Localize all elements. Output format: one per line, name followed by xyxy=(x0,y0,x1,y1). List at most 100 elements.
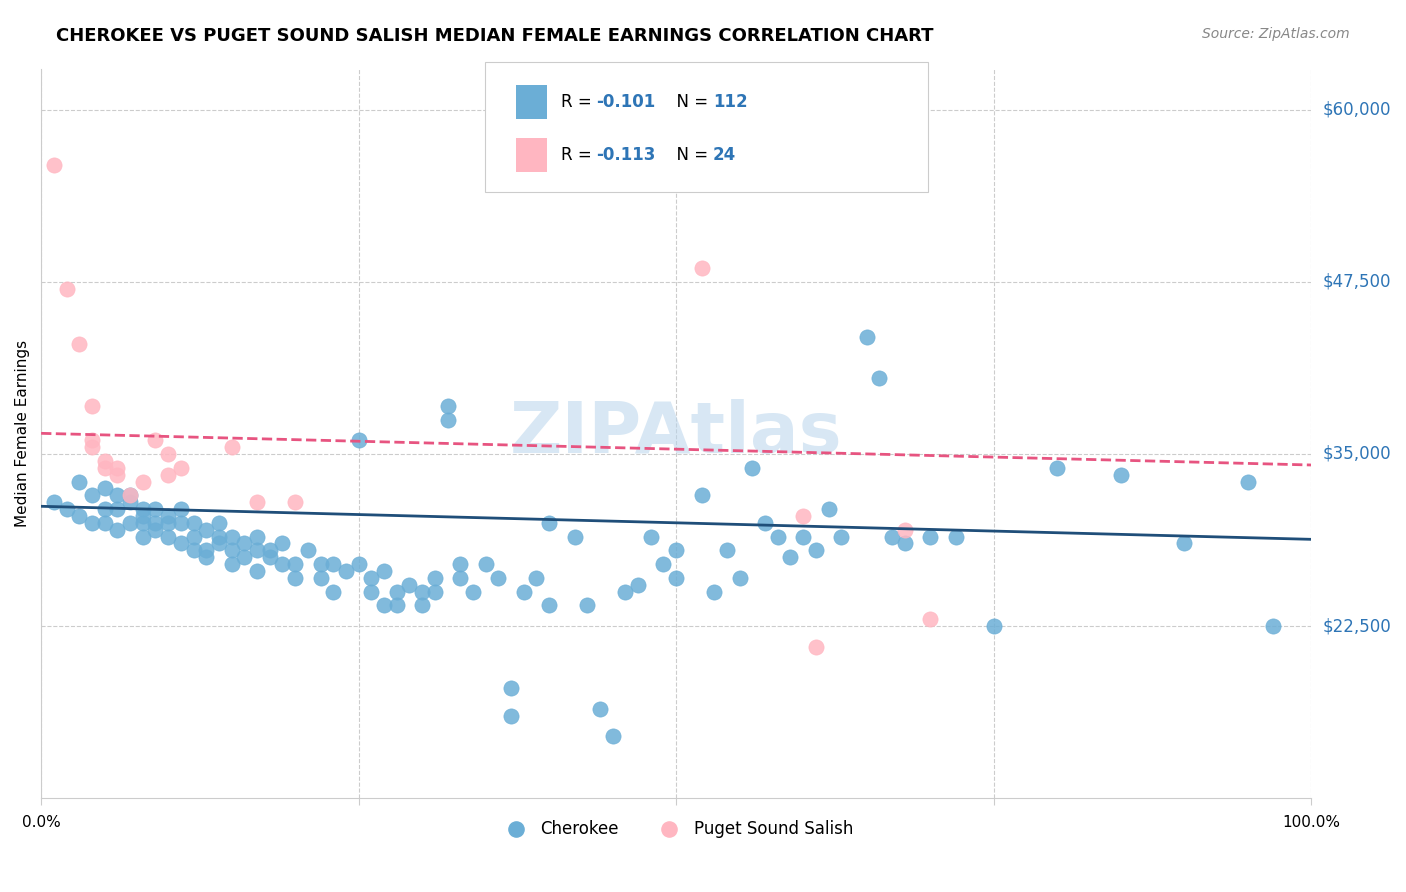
Point xyxy=(157,516,180,530)
Point xyxy=(80,399,103,413)
Point xyxy=(284,495,307,509)
Point xyxy=(690,261,713,276)
Point xyxy=(347,557,370,571)
Point xyxy=(576,599,599,613)
Point xyxy=(589,701,612,715)
Point xyxy=(246,543,269,558)
Point xyxy=(398,578,420,592)
Point xyxy=(132,530,155,544)
Point xyxy=(145,434,167,448)
Point xyxy=(766,530,789,544)
Text: 24: 24 xyxy=(713,146,737,164)
Point xyxy=(105,502,128,516)
Point xyxy=(284,571,307,585)
Text: $60,000: $60,000 xyxy=(1322,101,1391,119)
Point xyxy=(792,508,814,523)
Point xyxy=(1261,619,1284,633)
Point xyxy=(246,530,269,544)
Point xyxy=(221,530,243,544)
Point xyxy=(499,681,522,695)
Point xyxy=(132,502,155,516)
Point xyxy=(118,488,141,502)
Point xyxy=(779,550,801,565)
Point xyxy=(105,488,128,502)
Point xyxy=(830,530,852,544)
Point xyxy=(373,564,395,578)
Point xyxy=(385,584,408,599)
Point xyxy=(385,599,408,613)
Point xyxy=(1173,536,1195,550)
Point xyxy=(80,434,103,448)
Point xyxy=(93,454,115,468)
Point xyxy=(373,599,395,613)
Text: -0.101: -0.101 xyxy=(596,93,655,111)
Point xyxy=(436,399,458,413)
Point xyxy=(221,557,243,571)
Point xyxy=(538,516,561,530)
Text: R =: R = xyxy=(561,93,598,111)
Point xyxy=(804,640,827,654)
Point xyxy=(145,502,167,516)
Point xyxy=(259,550,281,565)
Point xyxy=(132,508,155,523)
Point xyxy=(411,584,433,599)
Point xyxy=(893,536,915,550)
Point xyxy=(792,530,814,544)
Text: 112: 112 xyxy=(713,93,748,111)
Point xyxy=(93,516,115,530)
Text: 0.0%: 0.0% xyxy=(21,814,60,830)
Point xyxy=(665,571,688,585)
Point xyxy=(297,543,319,558)
Point xyxy=(208,516,231,530)
Point xyxy=(754,516,776,530)
Point xyxy=(105,467,128,482)
Point xyxy=(93,482,115,496)
Point xyxy=(157,530,180,544)
Point xyxy=(118,488,141,502)
Point xyxy=(335,564,357,578)
Point xyxy=(145,516,167,530)
Text: Source: ZipAtlas.com: Source: ZipAtlas.com xyxy=(1202,27,1350,41)
Point xyxy=(42,495,65,509)
Point xyxy=(157,447,180,461)
Point xyxy=(221,543,243,558)
Legend: Cherokee, Puget Sound Salish: Cherokee, Puget Sound Salish xyxy=(492,814,860,845)
Point xyxy=(322,557,344,571)
Text: $35,000: $35,000 xyxy=(1322,445,1391,463)
Point xyxy=(105,523,128,537)
Point xyxy=(170,502,193,516)
Point xyxy=(221,440,243,454)
Point xyxy=(716,543,738,558)
Point xyxy=(195,543,218,558)
Point xyxy=(920,530,942,544)
Point xyxy=(132,516,155,530)
Point xyxy=(893,523,915,537)
Point xyxy=(1046,460,1069,475)
Text: 100.0%: 100.0% xyxy=(1282,814,1340,830)
Point xyxy=(157,467,180,482)
Point xyxy=(93,460,115,475)
Text: -0.113: -0.113 xyxy=(596,146,655,164)
Point xyxy=(80,516,103,530)
Point xyxy=(423,584,446,599)
Point xyxy=(309,557,332,571)
Y-axis label: Median Female Earnings: Median Female Earnings xyxy=(15,340,30,527)
Point xyxy=(855,330,877,344)
Point xyxy=(640,530,662,544)
Point xyxy=(703,584,725,599)
Point xyxy=(360,571,382,585)
Point xyxy=(499,708,522,723)
Text: $47,500: $47,500 xyxy=(1322,273,1391,291)
Point xyxy=(145,523,167,537)
Point xyxy=(1236,475,1258,489)
Point xyxy=(271,557,294,571)
Point xyxy=(449,571,471,585)
Point xyxy=(526,571,548,585)
Point xyxy=(920,612,942,626)
Point xyxy=(880,530,903,544)
Text: R =: R = xyxy=(561,146,598,164)
Point xyxy=(512,584,534,599)
Text: $22,500: $22,500 xyxy=(1322,617,1391,635)
Point xyxy=(436,412,458,426)
Point xyxy=(183,543,205,558)
